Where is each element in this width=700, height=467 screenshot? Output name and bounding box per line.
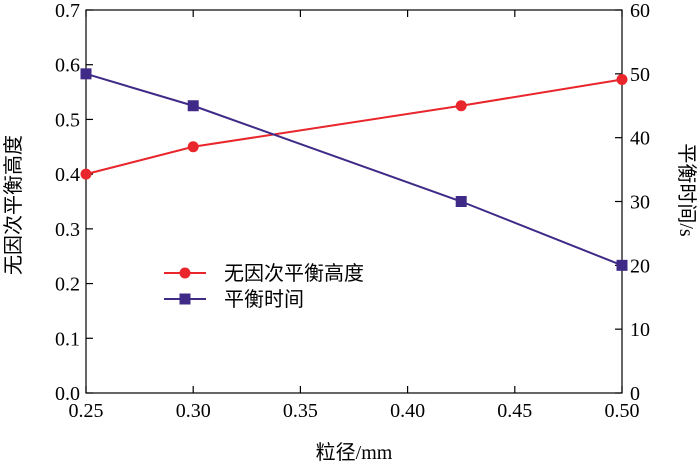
left-y-tick-label: 0.5 (55, 109, 80, 131)
x-tick-label: 0.25 (69, 400, 104, 422)
x-tick-label: 0.30 (176, 400, 211, 422)
series-0-point (616, 73, 628, 85)
left-y-axis-ticks: 0.0 0.1 0.2 0.3 0.4 0.5 0.6 0.7 (55, 0, 93, 405)
series-line-1 (85, 72, 623, 267)
right-y-tick-label: 40 (630, 128, 650, 150)
legend-label-height: 无因次平衡高度 (224, 262, 364, 285)
left-y-tick-label: 0.6 (55, 55, 80, 77)
x-tick-label: 0.35 (283, 400, 318, 422)
right-y-tick-label: 30 (630, 192, 650, 214)
series-1-point (616, 259, 628, 271)
left-y-axis-title: 无因次平衡高度 (2, 135, 25, 275)
right-y-tick-label: 20 (630, 255, 650, 277)
x-tick-label: 0.45 (497, 400, 532, 422)
x-axis-title: 粒径/mm (316, 441, 393, 464)
right-y-axis-ticks: 0 10 20 30 40 50 60 (615, 0, 650, 405)
x-tick-label: 0.50 (605, 400, 640, 422)
left-y-tick-label: 0.0 (55, 383, 80, 405)
left-y-tick-label: 0.4 (55, 164, 80, 186)
legend: 无因次平衡高度 平衡时间 (164, 262, 364, 311)
plot-frame (85, 9, 623, 394)
right-y-axis-title: 平衡时间/s (675, 143, 698, 237)
right-y-tick-label: 0 (630, 383, 640, 405)
legend-marker-circle (179, 267, 191, 279)
legend-marker-square (179, 293, 191, 305)
series-1-point (80, 68, 92, 80)
series-1-point (187, 100, 199, 112)
right-y-tick-label: 60 (630, 0, 650, 22)
left-y-tick-label: 0.1 (55, 328, 80, 350)
left-y-tick-label: 0.2 (55, 274, 80, 296)
series-0-point (455, 100, 467, 112)
left-y-tick-label: 0.7 (55, 0, 80, 22)
left-y-tick-label: 0.3 (55, 219, 80, 241)
x-tick-label: 0.40 (390, 400, 425, 422)
legend-label-time: 平衡时间 (224, 288, 304, 311)
series-layer (80, 68, 628, 271)
right-y-tick-label: 10 (630, 319, 650, 341)
series-0-point (187, 141, 199, 153)
series-line-0 (85, 78, 623, 176)
right-y-tick-label: 50 (630, 64, 650, 86)
x-axis-ticks: 0.25 0.30 0.35 0.40 0.45 0.50 (69, 10, 640, 422)
series-0-point (80, 168, 92, 180)
series-1-point (455, 196, 467, 207)
